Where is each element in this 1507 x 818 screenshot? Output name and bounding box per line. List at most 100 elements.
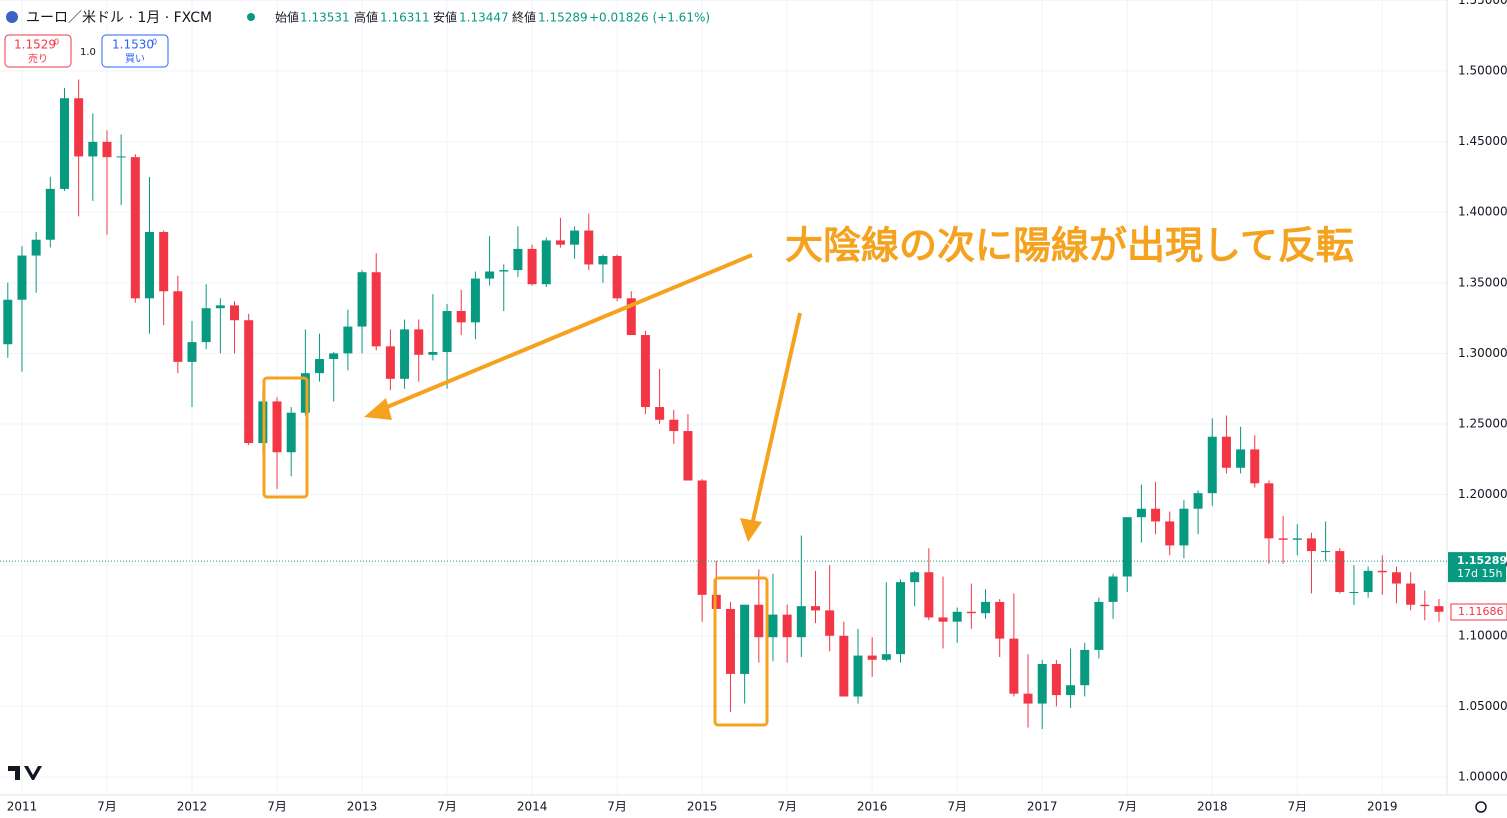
candle-body [145, 231, 154, 299]
candles [3, 79, 1444, 729]
buy-button[interactable] [101, 34, 169, 68]
candle-body [584, 230, 594, 265]
arrow [379, 253, 753, 412]
x-tick-label: 7月 [97, 800, 117, 814]
candle-body [1023, 693, 1033, 704]
sell-button[interactable] [4, 34, 72, 68]
candle-body [286, 412, 296, 453]
candle-body [725, 608, 735, 674]
y-tick-label: 1.30000 [1458, 346, 1507, 360]
buy-price[interactable]: 1.1530 [112, 38, 154, 52]
candle-body [1306, 538, 1316, 552]
candle-body [881, 654, 891, 660]
x-tick-label: 7月 [607, 800, 627, 814]
countdown: 17d 15h [1457, 567, 1502, 580]
candle-body [485, 271, 495, 279]
change: +0.01826 (+1.61%) [589, 11, 710, 25]
candle-body [981, 601, 991, 614]
candle-body [385, 346, 395, 379]
candle-body [555, 240, 565, 245]
x-tick-label: 7月 [947, 800, 967, 814]
candle-body [1391, 572, 1401, 584]
candle-body [810, 606, 820, 611]
candle-body [924, 572, 934, 618]
candle-body [45, 188, 55, 240]
candle-body [1292, 538, 1302, 540]
candle-body [754, 604, 764, 638]
settings-icon[interactable] [1475, 801, 1487, 813]
visible-close-box [1450, 603, 1507, 621]
candle-body [215, 305, 225, 309]
x-tick-label: 2012 [177, 800, 208, 814]
sell-super[interactable]: 0 [54, 38, 59, 47]
x-tick-label: 2011 [7, 800, 38, 814]
highlight-box [713, 576, 769, 727]
candle-body [1066, 685, 1076, 696]
ohlc-label: 安値 [433, 10, 457, 25]
candle-body [244, 320, 254, 444]
candle-body [740, 604, 750, 674]
y-tick-label: 1.45000 [1458, 134, 1507, 148]
ohlc-value: 1.13447 [459, 11, 509, 25]
ohlc-value: 1.15289 [538, 11, 588, 25]
last-price-box [1448, 552, 1506, 583]
candle-body [499, 270, 509, 272]
candle-body [570, 230, 580, 245]
last-price-label: 1.15289 [1457, 554, 1507, 567]
sell-label[interactable]: 売り [28, 52, 48, 65]
quantity[interactable]: 1.0 [80, 47, 96, 58]
candle-body [513, 248, 523, 271]
buy-super[interactable]: 0 [152, 38, 157, 47]
candle-body [173, 291, 183, 362]
candle-body [1278, 538, 1288, 540]
candle-body [400, 329, 410, 379]
candle-body [683, 431, 693, 481]
candle-body [612, 255, 622, 299]
candle-body [1377, 570, 1387, 573]
candle-body [952, 611, 962, 622]
candle-body [867, 655, 877, 660]
candle-body [1236, 449, 1246, 468]
candle-body [768, 614, 778, 638]
candle-body [414, 329, 424, 355]
candle-body [697, 480, 707, 595]
candle-body [428, 351, 438, 355]
y-tick-label: 1.25000 [1458, 416, 1507, 430]
logo [8, 766, 42, 780]
y-tick-label: 1.50000 [1458, 63, 1507, 77]
annotation: 大陰線の次に陽線が出現して反転 [785, 224, 1354, 268]
candle-body [1363, 570, 1373, 593]
candle-body [201, 308, 211, 343]
candle-body [74, 98, 84, 157]
arrow-head [364, 398, 392, 420]
sell-price[interactable]: 1.1529 [14, 38, 56, 52]
x-tick-label: 2014 [517, 800, 548, 814]
candle-body [442, 311, 452, 352]
y-tick-label: 1.00000 [1458, 769, 1507, 783]
y-tick-label: 1.20000 [1458, 487, 1507, 501]
candle-body [1250, 449, 1260, 484]
candle-body [116, 156, 126, 158]
candle-body [130, 157, 140, 299]
candle-body [470, 278, 480, 323]
candle-body [456, 311, 466, 323]
symbol-icon [6, 11, 18, 23]
candle-body [371, 272, 381, 347]
ohlc-value: 1.13531 [300, 11, 350, 25]
candle-body [102, 141, 112, 158]
candle-body [159, 231, 169, 292]
visible-close-label: 1.11686 [1458, 605, 1504, 618]
candle-body [910, 572, 920, 583]
candle-body [598, 255, 608, 265]
ohlc-value: 1.16311 [380, 11, 430, 25]
candle-body [272, 401, 282, 453]
candle-body [1264, 483, 1274, 539]
candle-body [839, 635, 849, 697]
candle-body [17, 255, 27, 300]
candle-body [938, 617, 948, 622]
candle-body [1321, 551, 1331, 553]
y-tick-label: 1.10000 [1458, 628, 1507, 642]
buy-label[interactable]: 買い [125, 53, 145, 65]
